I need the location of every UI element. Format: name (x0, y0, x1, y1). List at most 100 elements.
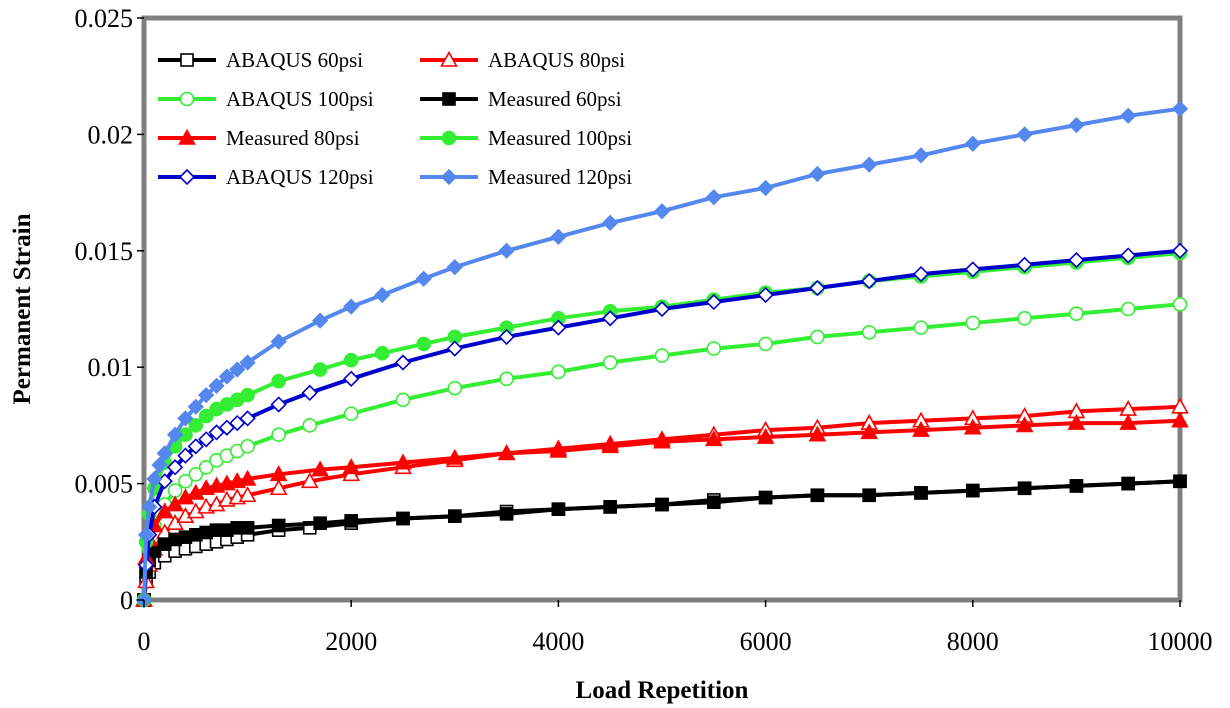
legend-label: ABAQUS 100psi (226, 87, 374, 111)
data-point (913, 320, 929, 335)
data-point (601, 437, 620, 454)
data-point (447, 380, 463, 396)
data-point (549, 441, 568, 458)
data-point (499, 371, 514, 387)
legend-label: ABAQUS 120psi (226, 165, 374, 189)
data-point (862, 488, 877, 503)
data-point (1067, 413, 1086, 430)
data-point (446, 340, 463, 357)
data-point (758, 336, 773, 352)
data-point (269, 479, 288, 496)
data-point (498, 328, 515, 346)
data-point (415, 270, 432, 287)
data-point (861, 272, 878, 290)
data-point (1120, 301, 1136, 317)
data-point (167, 483, 183, 498)
data-point (1171, 411, 1189, 428)
data-point (343, 298, 360, 315)
data-point (343, 352, 359, 368)
data-point (374, 345, 390, 361)
data-point (551, 364, 566, 380)
data-point (198, 431, 215, 448)
data-point (178, 473, 193, 489)
data-point (499, 507, 514, 521)
data-point (809, 165, 826, 183)
data-point (704, 430, 723, 447)
data-point (374, 286, 391, 304)
data-point (498, 242, 515, 259)
legend-swatch-marker (441, 130, 457, 146)
legend-item-measured-100psi: Measured 100psi (420, 126, 632, 150)
data-point (396, 511, 410, 526)
data-point (1119, 413, 1138, 430)
axis-layer: 0 2000 4000 6000 8000 10000 0 0.005 0.01 0.015 0.0… (75, 4, 1213, 656)
data-point (229, 361, 246, 378)
data-point (177, 410, 194, 427)
legend-label: Measured 80psi (226, 126, 360, 150)
data-point (1121, 476, 1135, 491)
data-point (654, 348, 670, 363)
data-point (1120, 247, 1137, 264)
data-point (756, 427, 775, 444)
data-point (757, 286, 774, 304)
legend-item-abaqus-100psi: ABAQUS 100psi (158, 87, 374, 111)
data-point (655, 497, 669, 512)
data-point (313, 516, 327, 530)
legend-swatch-marker (178, 128, 196, 145)
data-point (394, 354, 412, 371)
legend-item-abaqus-80psi: ABAQUS 80psi (420, 48, 625, 72)
data-point (1017, 311, 1032, 326)
data-point (653, 203, 671, 220)
legend-swatch-marker (178, 168, 196, 186)
data-point (1017, 481, 1032, 496)
data-point (757, 179, 774, 197)
data-point (208, 377, 225, 394)
data-point (271, 373, 286, 389)
data-point (603, 500, 618, 514)
y-tick-label: 0.025 (75, 4, 134, 33)
data-point (141, 498, 158, 516)
data-point (965, 315, 981, 331)
legend-swatch-marker (440, 50, 458, 67)
data-point (1172, 297, 1188, 312)
x-tick-label: 0 (138, 627, 151, 656)
legend-item-measured-80psi: Measured 80psi (158, 126, 360, 150)
y-tick-label: 0.015 (75, 237, 134, 266)
legend: ABAQUS 60psi ABAQUS 80psi ABAQUS 100psi Mea… (158, 48, 632, 189)
data-point (1016, 126, 1033, 143)
data-point (808, 425, 827, 442)
data-point (1173, 474, 1187, 489)
data-point (1171, 100, 1189, 117)
data-point (550, 319, 567, 336)
data-point (301, 384, 318, 401)
data-point (1016, 256, 1033, 273)
legend-label: Measured 60psi (488, 87, 622, 111)
data-point (395, 392, 411, 408)
data-point (964, 135, 981, 152)
legend-swatch-marker (442, 92, 456, 106)
data-point (188, 466, 204, 482)
data-point (550, 228, 567, 245)
data-point (239, 410, 256, 427)
y-tick-label: 0.01 (88, 353, 134, 382)
data-point (151, 456, 168, 474)
data-point (705, 293, 722, 311)
data-point (653, 432, 671, 449)
x-tick-label: 8000 (947, 627, 999, 656)
y-tick-label: 0 (120, 586, 133, 615)
data-point (861, 324, 877, 340)
data-point (311, 460, 329, 477)
data-point (344, 514, 359, 528)
data-point (497, 444, 516, 461)
series-measured-60psi (137, 474, 1187, 607)
legend-swatch-marker (179, 91, 195, 107)
data-point (156, 445, 173, 462)
legend-label: Measured 120psi (488, 165, 632, 189)
data-point (706, 341, 722, 356)
data-point (705, 189, 722, 206)
data-point (551, 502, 566, 517)
legend-item-measured-60psi: Measured 60psi (420, 87, 622, 111)
legend-swatch-marker (440, 168, 458, 186)
data-point (198, 387, 215, 404)
data-point (312, 362, 328, 377)
